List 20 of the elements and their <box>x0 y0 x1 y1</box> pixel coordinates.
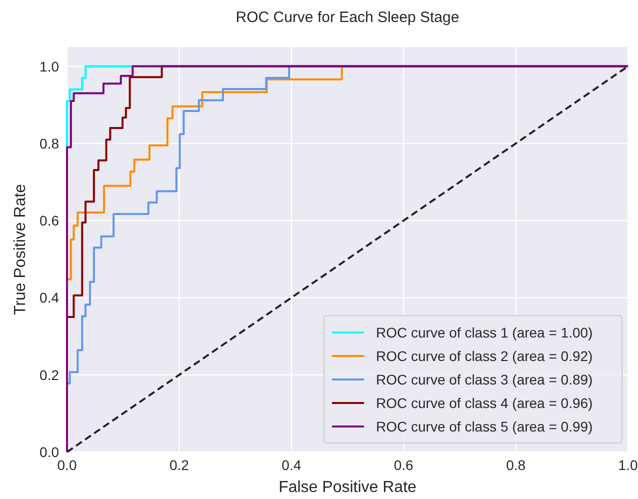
y-tick-label: 1.0 <box>40 58 60 74</box>
x-tick-label: 0.6 <box>394 457 414 473</box>
y-axis-title: True Positive Rate <box>12 184 29 316</box>
legend-label: ROC curve of class 2 (area = 0.92) <box>376 348 593 364</box>
legend-label: ROC curve of class 4 (area = 0.96) <box>376 395 593 411</box>
x-tick-label: 0.4 <box>282 457 302 473</box>
y-tick-label: 0.4 <box>40 290 60 306</box>
y-tick-label: 0.6 <box>40 212 60 229</box>
x-tick-label: 1.0 <box>618 457 638 473</box>
legend-label: ROC curve of class 1 (area = 1.00) <box>376 324 593 340</box>
y-tick-label: 0.2 <box>40 366 60 383</box>
y-tick-label: 0.8 <box>40 135 60 152</box>
y-tick-label: 0.0 <box>40 444 60 460</box>
x-tick-label: 0.2 <box>169 457 190 473</box>
x-tick-label: 0.0 <box>57 457 77 473</box>
legend-label: ROC curve of class 3 (area = 0.89) <box>376 372 593 388</box>
chart-title: ROC Curve for Each Sleep Stage <box>236 9 460 26</box>
x-tick-label: 0.8 <box>506 457 526 473</box>
legend-label: ROC curve of class 5 (area = 0.99) <box>376 418 593 434</box>
x-axis-title: False Positive Rate <box>278 479 417 496</box>
